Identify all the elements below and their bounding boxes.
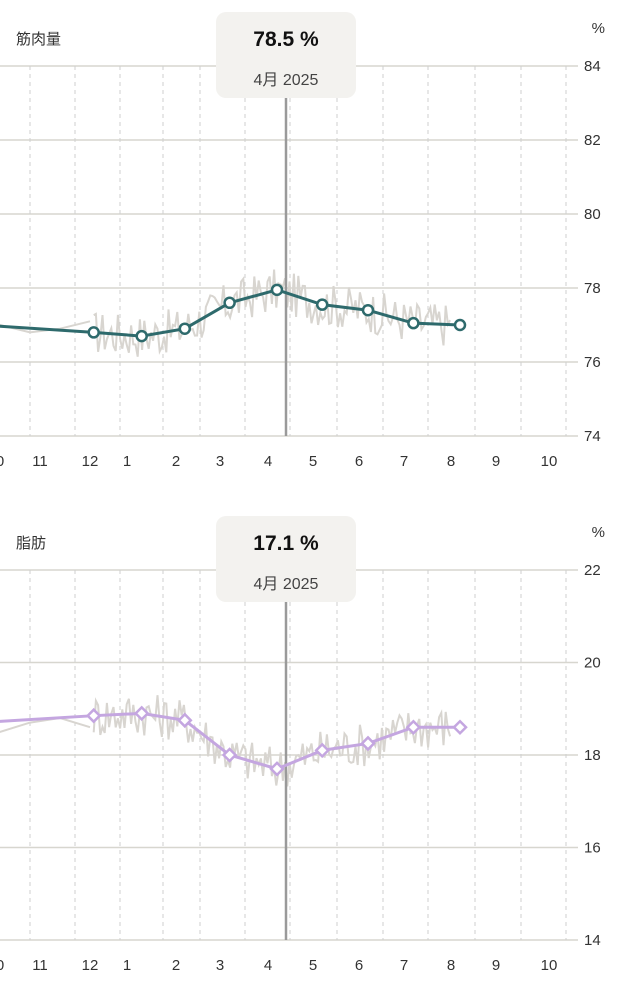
- x-tick-label: 8: [447, 957, 455, 974]
- x-tick-label: 8: [447, 453, 455, 470]
- x-tick-label: 5: [309, 453, 317, 470]
- data-point: [178, 322, 192, 335]
- tooltip-date: 4月 2025: [253, 576, 319, 593]
- x-tick-label: 2: [172, 957, 180, 974]
- muscle-chart: 8482807876740111212345678910 筋肉量 % 78.5 …: [0, 0, 619, 500]
- x-tick-label: 3: [216, 453, 224, 470]
- x-tick-label: 10: [541, 957, 558, 974]
- data-point: [452, 719, 468, 736]
- data-point: [133, 705, 150, 722]
- y-tick-label: 80: [584, 206, 601, 223]
- data-point: [405, 719, 422, 736]
- fat-chart-plot: 22201816140111212345678910: [0, 562, 601, 974]
- raw-data-line: [93, 269, 451, 357]
- data-point: [87, 326, 100, 339]
- x-tick-label: 11: [32, 957, 48, 974]
- x-tick-label: 10: [541, 453, 558, 470]
- y-tick-label: 14: [584, 932, 601, 949]
- x-tick-label: 0: [0, 957, 4, 974]
- data-point: [135, 329, 148, 343]
- data-point: [177, 712, 193, 729]
- data-point: [221, 747, 238, 763]
- chart-title: 脂肪: [16, 535, 47, 552]
- data-point: [407, 316, 420, 330]
- y-tick-label: 74: [584, 428, 601, 445]
- x-tick-label: 7: [400, 453, 408, 470]
- x-tick-label: 2: [172, 453, 180, 470]
- x-tick-label: 9: [492, 453, 500, 470]
- y-tick-label: 22: [584, 562, 601, 579]
- data-point: [85, 707, 102, 724]
- tooltip: 17.1 % 4月 2025: [216, 516, 356, 602]
- y-tick-label: 20: [584, 655, 601, 672]
- data-point: [453, 318, 467, 332]
- x-tick-label: 11: [32, 453, 48, 470]
- x-tick-label: 4: [264, 957, 272, 974]
- data-point: [315, 298, 329, 311]
- x-tick-label: 12: [82, 453, 99, 470]
- series-line: [0, 288, 461, 338]
- y-tick-label: 16: [584, 840, 601, 857]
- tooltip-value: 78.5 %: [253, 28, 319, 51]
- fat-chart: 22201816140111212345678910 脂肪 % 17.1 % 4…: [0, 504, 619, 1004]
- x-tick-label: 12: [82, 957, 99, 974]
- x-tick-label: 6: [355, 957, 363, 974]
- y-tick-label: 84: [584, 58, 601, 75]
- x-tick-label: 0: [0, 453, 4, 470]
- tooltip-date: 4月 2025: [253, 72, 319, 89]
- y-tick-label: 82: [584, 132, 601, 149]
- data-point: [361, 303, 375, 317]
- y-tick-label: 78: [584, 280, 601, 297]
- x-tick-label: 1: [123, 957, 131, 974]
- x-tick-label: 7: [400, 957, 408, 974]
- x-tick-label: 6: [355, 453, 363, 470]
- raw-data-line: [92, 695, 452, 787]
- x-tick-label: 4: [264, 453, 272, 470]
- trend-line: [0, 320, 91, 334]
- data-point: [223, 296, 236, 310]
- x-tick-label: 5: [309, 957, 317, 974]
- tooltip-value: 17.1 %: [253, 532, 319, 555]
- trend-line: [0, 716, 91, 734]
- x-tick-label: 3: [216, 957, 224, 974]
- unit-label: %: [591, 524, 605, 541]
- series-line: [0, 711, 460, 771]
- data-point: [269, 761, 285, 777]
- data-point: [314, 742, 330, 759]
- data-point: [270, 283, 284, 297]
- data-point: [360, 735, 376, 752]
- x-tick-label: 9: [492, 957, 500, 974]
- y-tick-label: 18: [584, 747, 601, 764]
- x-tick-label: 1: [123, 453, 131, 470]
- unit-label: %: [591, 20, 605, 37]
- tooltip: 78.5 % 4月 2025: [216, 12, 356, 98]
- muscle-chart-plot: 8482807876740111212345678910: [0, 58, 601, 470]
- chart-title: 筋肉量: [16, 31, 62, 48]
- y-tick-label: 76: [584, 354, 601, 371]
